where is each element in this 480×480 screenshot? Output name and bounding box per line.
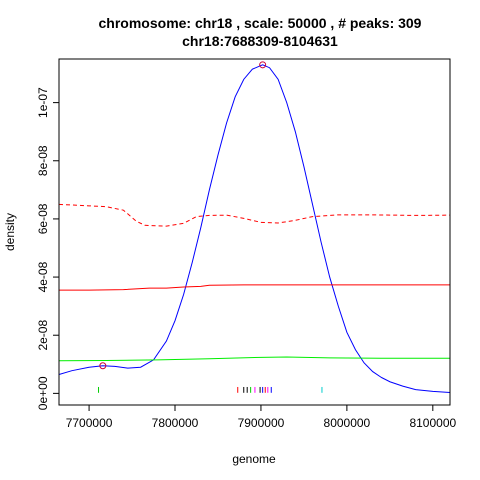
peak-marker-1 [259, 61, 267, 69]
plot-frame [58, 58, 451, 406]
y-axis-label: density [3, 213, 17, 251]
y-axis: 0e+00 2e-08 4e-08 6e-08 8e-08 1e-07 [36, 87, 59, 410]
x-axis: 7700000 7800000 7900000 8000000 8100000 [66, 405, 456, 430]
peak-marker-0 [99, 362, 107, 370]
x-tick-label-4: 8100000 [409, 416, 456, 430]
y-tick-label-1: 2e-08 [36, 320, 50, 351]
y-tick-label-3: 6e-08 [36, 203, 50, 234]
x-tick-label-1: 7800000 [152, 416, 199, 430]
series-line-1 [59, 284, 450, 291]
y-tick-label-2: 4e-08 [36, 261, 50, 292]
y-tick-label-0: 0e+00 [36, 376, 50, 410]
series-line-0 [58, 64, 451, 393]
x-tick-label-0: 7700000 [66, 416, 113, 430]
series-line-2 [58, 203, 451, 227]
y-tick-label-4: 8e-08 [36, 145, 50, 176]
series-line-3 [58, 356, 450, 362]
x-tick-label-3: 8000000 [324, 416, 371, 430]
chart-title: chromosome: chr18 , scale: 50000 , # pea… [99, 15, 422, 31]
y-tick-label-5: 1e-07 [36, 87, 50, 118]
chart-subtitle: chr18:7688309-8104631 [182, 33, 338, 49]
x-tick-label-2: 7900000 [238, 416, 285, 430]
plot-area [58, 61, 451, 393]
x-axis-label: genome [232, 452, 276, 466]
